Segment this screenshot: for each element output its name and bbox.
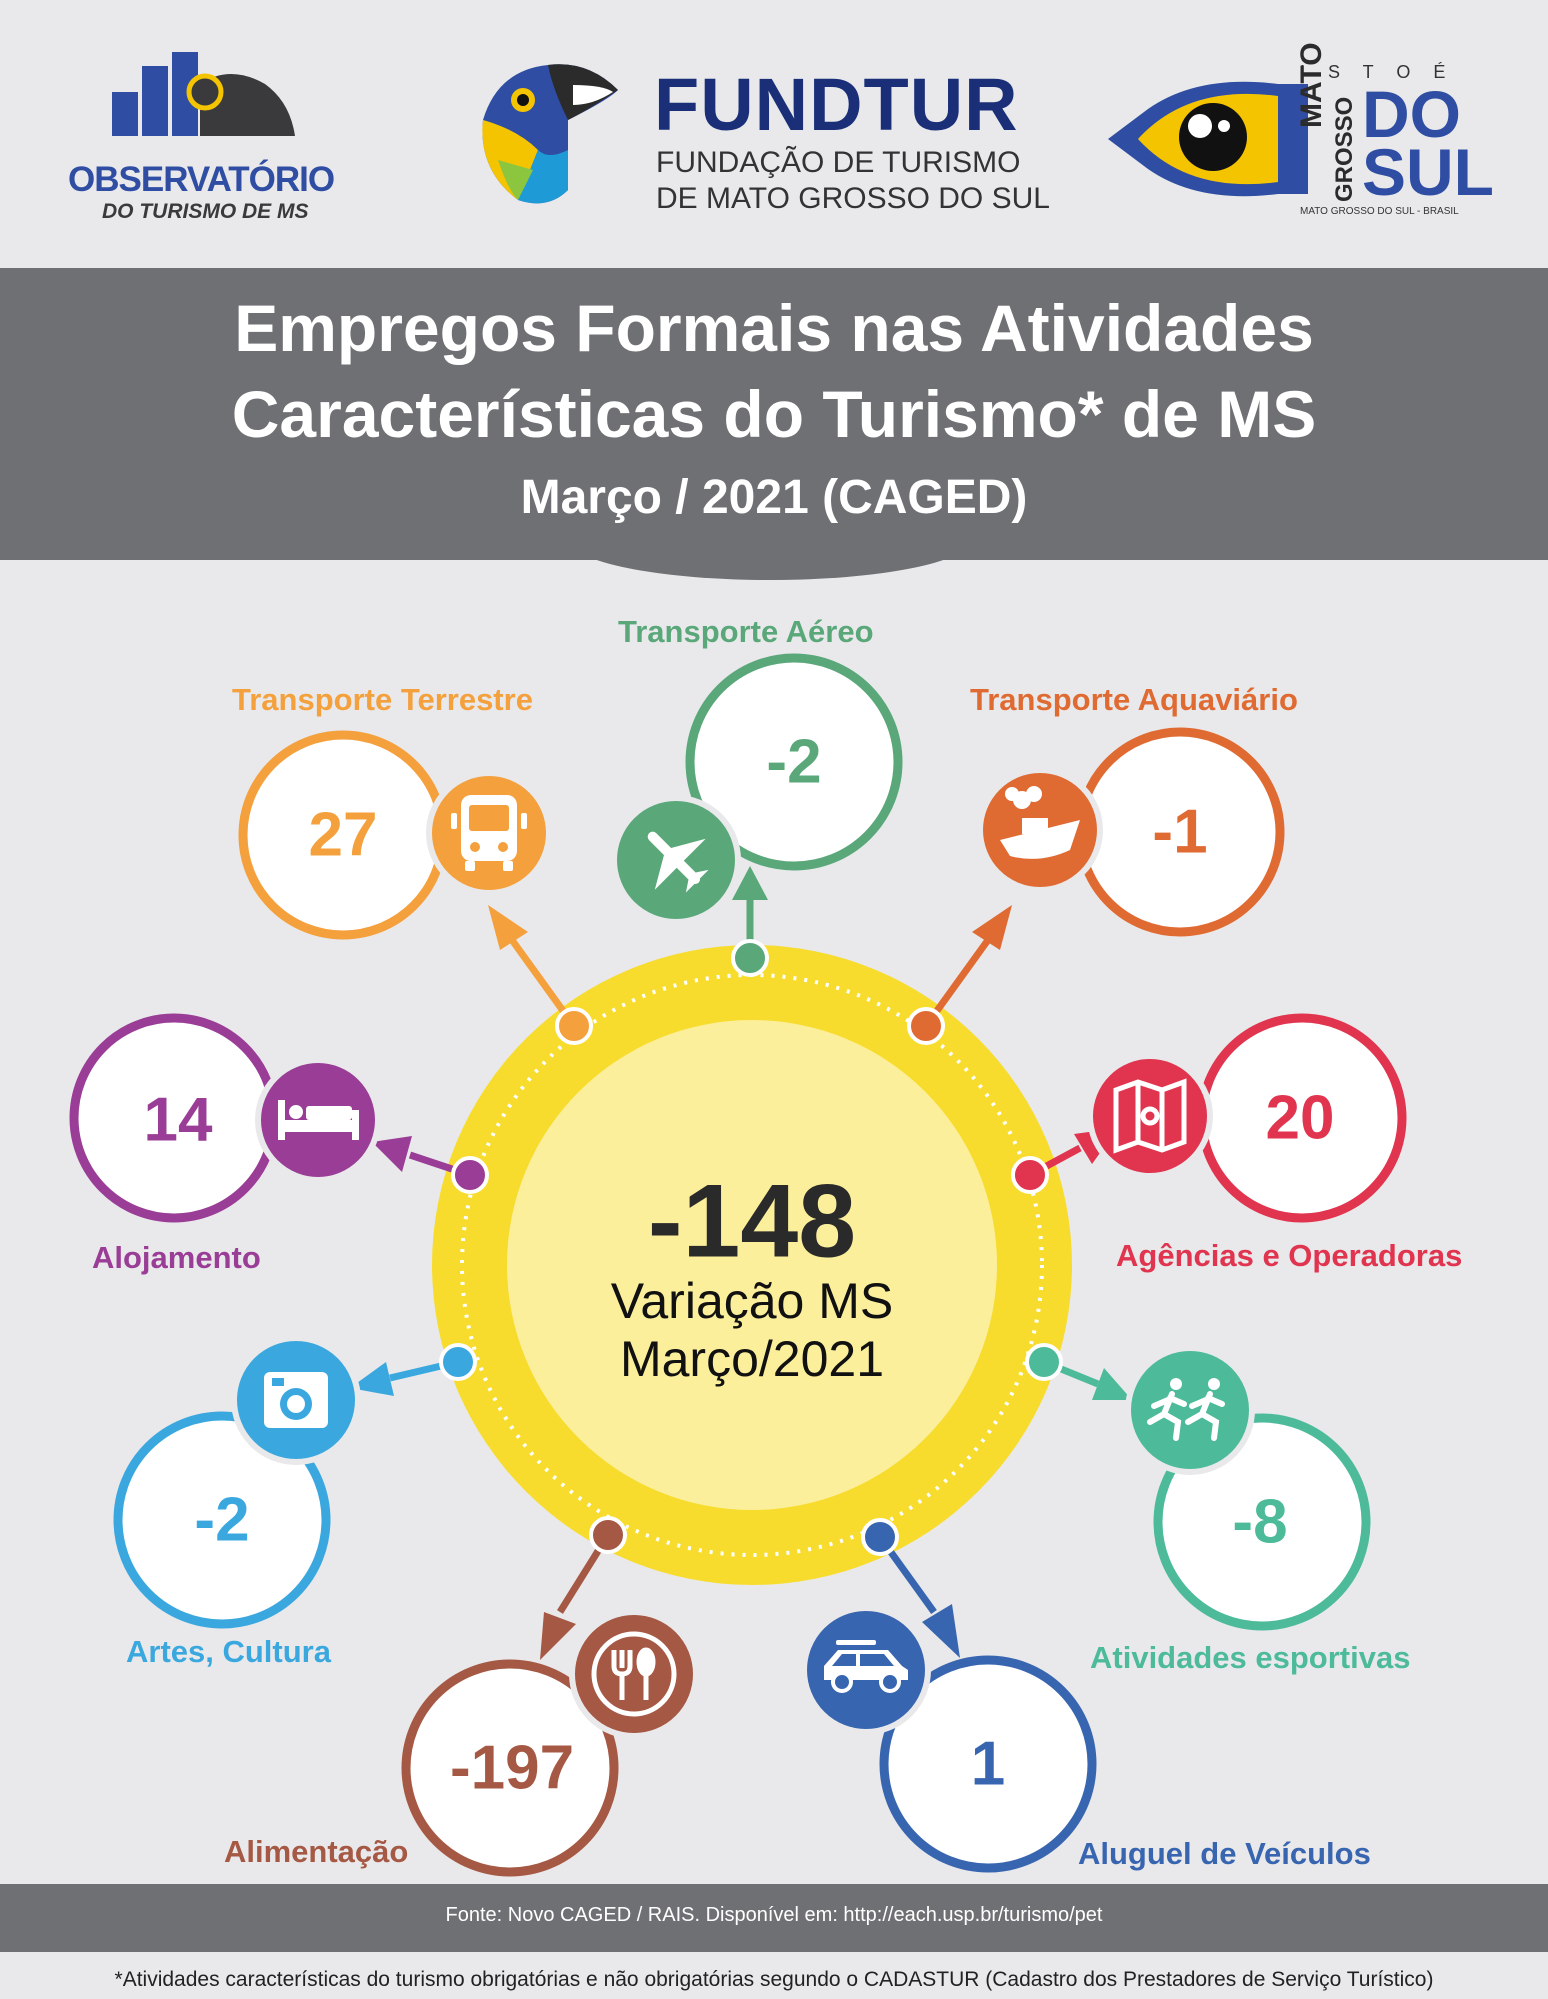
bubble-alojamento xyxy=(69,1013,381,1223)
bus-icon xyxy=(451,795,527,871)
connector-atividades-esportivas xyxy=(1025,1343,1132,1400)
value-alimentacao: -197 xyxy=(449,1733,575,1803)
label-transporte-aquaviario: Transporte Aquaviário xyxy=(970,682,1298,717)
value-alojamento: 14 xyxy=(143,1085,213,1155)
label-alojamento: Alojamento xyxy=(92,1240,261,1275)
connector-transporte-terrestre xyxy=(488,905,593,1045)
bubble-aluguel-veiculos xyxy=(801,1605,1097,1873)
page-subtitle: Março / 2021 (CAGED) xyxy=(520,471,1028,524)
value-transporte-terrestre: 27 xyxy=(308,800,378,870)
total-variation-caption: Variação MS xyxy=(610,1273,894,1329)
runners-icon xyxy=(1147,1378,1225,1441)
label-alimentacao: Alimentação xyxy=(224,1834,409,1869)
observatorio-subtitle: DO TURISMO DE MS xyxy=(102,200,309,223)
page-title-line1: Empregos Formais nas Atividades xyxy=(234,291,1314,365)
total-variation-value: -148 xyxy=(647,1163,857,1280)
bubble-artes-cultura xyxy=(113,1335,361,1629)
label-agencias-operadoras: Agências e Operadoras xyxy=(1116,1238,1463,1273)
total-variation-period: Março/2021 xyxy=(619,1331,885,1387)
toucan-logo-icon xyxy=(482,64,618,204)
bubble-transporte-aquaviario xyxy=(977,727,1285,937)
ms-brand-sul: SUL xyxy=(1362,135,1494,209)
fundtur-line2: DE MATO GROSSO DO SUL xyxy=(656,182,1050,215)
label-aluguel-veiculos: Aluguel de Veículos xyxy=(1078,1836,1371,1871)
fork-spoon-icon xyxy=(591,1631,677,1717)
fundtur-name: FUNDTUR xyxy=(654,63,1019,146)
page-title-line2: Características do Turismo* de MS xyxy=(231,377,1317,451)
ms-brand-do: DO xyxy=(1362,77,1461,151)
connector-alojamento xyxy=(372,1136,489,1194)
value-aluguel-veiculos: 1 xyxy=(970,1729,1006,1799)
map-icon xyxy=(1113,1078,1187,1154)
connector-transporte-aereo xyxy=(731,866,769,977)
label-artes-cultura: Artes, Cultura xyxy=(126,1634,331,1669)
bubble-atividades-esportivas xyxy=(1125,1345,1371,1631)
value-transporte-aquaviario: -1 xyxy=(1152,797,1208,867)
value-transporte-aereo: -2 xyxy=(766,727,822,797)
central-inner-disc xyxy=(507,1020,997,1510)
bubble-alimentacao xyxy=(401,1609,699,1877)
value-artes-cultura: -2 xyxy=(194,1485,250,1555)
label-transporte-terrestre: Transporte Terrestre xyxy=(232,682,533,717)
observatorio-logo-icon xyxy=(112,52,295,136)
title-band-bump xyxy=(500,520,1040,580)
bubble-transporte-terrestre xyxy=(238,730,552,940)
connector-artes-cultura xyxy=(350,1343,477,1396)
source-text: Fonte: Novo CAGED / RAIS. Disponível em:… xyxy=(445,1904,1103,1926)
connector-aluguel-veiculos xyxy=(861,1518,960,1658)
camera-icon xyxy=(264,1372,328,1428)
bubble-agencias-operadoras xyxy=(1087,1013,1407,1223)
ms-brand-tagline: MATO GROSSO DO SUL - BRASIL xyxy=(1300,206,1459,217)
eye-logo-icon xyxy=(1108,81,1308,197)
title-band xyxy=(0,268,1548,560)
ship-icon xyxy=(1000,786,1080,859)
label-transporte-aereo: Transporte Aéreo xyxy=(618,614,874,649)
fundtur-line1: FUNDAÇÃO DE TURISMO xyxy=(656,146,1021,179)
connector-transporte-aquaviario xyxy=(907,905,1012,1045)
footnote-text: *Atividades características do turismo o… xyxy=(114,1968,1434,1991)
observatorio-title: OBSERVATÓRIO xyxy=(68,160,335,199)
label-atividades-esportivas: Atividades esportivas xyxy=(1090,1640,1411,1675)
value-agencias-operadoras: 20 xyxy=(1265,1083,1335,1153)
connector-alimentacao xyxy=(540,1516,627,1660)
car-icon xyxy=(824,1640,908,1693)
bed-icon xyxy=(278,1100,359,1140)
value-atividades-esportivas: -8 xyxy=(1232,1487,1288,1557)
bubble-transporte-aereo xyxy=(611,653,903,925)
footer-band xyxy=(0,1884,1548,1952)
ms-brand-top: I S T O É xyxy=(1300,62,1455,82)
